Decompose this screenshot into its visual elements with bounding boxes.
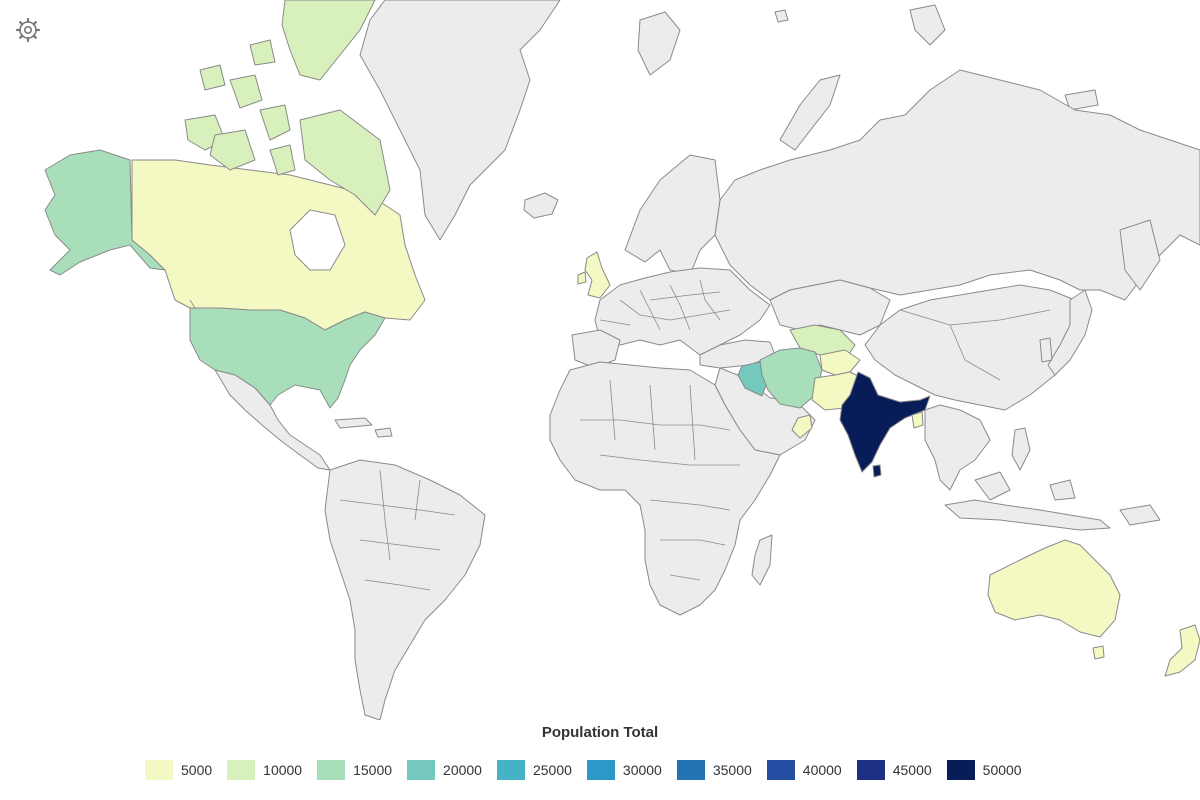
legend-swatch: [766, 760, 795, 780]
legend-swatch: [496, 760, 525, 780]
region-new-zealand[interactable]: [1164, 624, 1200, 677]
legend-item[interactable]: 45000: [856, 760, 932, 780]
region-korea[interactable]: [1039, 337, 1053, 363]
region-japan[interactable]: [1047, 289, 1093, 376]
settings-button[interactable]: [14, 16, 42, 44]
legend-swatch: [856, 760, 885, 780]
region-arctic-island[interactable]: [774, 9, 789, 23]
legend-item[interactable]: 35000: [676, 760, 752, 780]
legend-items: 5000 10000 15000 20000 25000 30000: [145, 760, 1022, 780]
legend-swatch: [317, 760, 346, 780]
region-cuba[interactable]: [334, 417, 373, 429]
region-oman[interactable]: [791, 414, 813, 439]
legend-item[interactable]: 5000: [145, 760, 212, 780]
region-china[interactable]: [864, 284, 1086, 411]
region-arctic-island-ca[interactable]: [249, 39, 276, 66]
legend: Population Total 5000 10000 15000 20000 …: [0, 722, 1200, 792]
region-alaska[interactable]: [44, 149, 166, 276]
region-madagascar[interactable]: [751, 534, 773, 586]
legend-label: 35000: [712, 762, 752, 778]
region-canadian-arctic[interactable]: [281, 0, 376, 81]
region-novaya-zemlya[interactable]: [779, 74, 841, 151]
legend-swatch: [946, 760, 975, 780]
region-mexico[interactable]: [214, 369, 331, 471]
region-iceland[interactable]: [523, 192, 559, 219]
region-greenland[interactable]: [359, 0, 561, 241]
region-svalbard[interactable]: [637, 11, 681, 76]
legend-title: Population Total: [541, 724, 659, 741]
region-united-states[interactable]: [189, 307, 386, 409]
legend-label: 40000: [802, 762, 842, 778]
legend-swatch: [145, 760, 173, 780]
region-arctic-island[interactable]: [1064, 89, 1099, 111]
region-south-america[interactable]: [324, 459, 486, 720]
region-scandinavia[interactable]: [624, 154, 721, 276]
region-australia[interactable]: [987, 539, 1121, 638]
region-arctic-island-ca[interactable]: [199, 64, 226, 91]
region-indonesia[interactable]: [944, 499, 1111, 531]
legend-swatch: [586, 760, 615, 780]
legend-item[interactable]: 10000: [227, 760, 302, 780]
region-arctic-island-ca[interactable]: [259, 104, 291, 141]
region-hudson-bay: [289, 209, 346, 271]
region-new-guinea[interactable]: [1119, 504, 1161, 526]
legend-label: 25000: [532, 762, 572, 778]
legend-swatch: [227, 760, 256, 780]
region-southeast-asia[interactable]: [924, 404, 991, 491]
region-ireland[interactable]: [577, 271, 587, 285]
legend-label: 15000: [353, 762, 393, 778]
legend-label: 50000: [982, 762, 1022, 778]
region-tasmania[interactable]: [1092, 645, 1105, 660]
legend-item[interactable]: 20000: [407, 760, 482, 780]
legend-item[interactable]: 25000: [496, 760, 572, 780]
region-philippines[interactable]: [1011, 427, 1031, 471]
legend-label: 10000: [263, 762, 303, 778]
region-arctic-island-ca[interactable]: [269, 144, 296, 176]
region-sri-lanka[interactable]: [872, 464, 882, 478]
legend-label: 20000: [443, 762, 482, 778]
region-kamchatka[interactable]: [1119, 219, 1161, 291]
region-united-kingdom[interactable]: [584, 251, 611, 299]
region-hispaniola[interactable]: [374, 427, 393, 438]
region-iberia[interactable]: [571, 329, 621, 369]
legend-item[interactable]: 50000: [946, 760, 1022, 780]
legend-item[interactable]: 30000: [586, 760, 662, 780]
region-borneo[interactable]: [974, 471, 1011, 501]
region-afghanistan[interactable]: [819, 349, 861, 376]
legend-label: 5000: [181, 762, 213, 778]
legend-swatch: [407, 760, 436, 780]
gear-icon: [15, 17, 41, 43]
region-africa[interactable]: [549, 361, 781, 616]
region-baffin-island[interactable]: [299, 109, 391, 216]
region-india[interactable]: [839, 371, 931, 473]
region-arctic-island-ca[interactable]: [209, 129, 256, 171]
legend-label: 30000: [622, 762, 662, 778]
region-arctic-island-ca[interactable]: [229, 74, 263, 109]
legend-label: 45000: [892, 762, 932, 778]
region-arctic-island[interactable]: [909, 4, 946, 46]
legend-swatch: [676, 760, 705, 780]
legend-item[interactable]: 15000: [317, 760, 392, 780]
region-bangladesh[interactable]: [911, 411, 924, 429]
region-sulawesi[interactable]: [1049, 479, 1076, 501]
world-map[interactable]: [0, 0, 1200, 720]
legend-item[interactable]: 40000: [766, 760, 842, 780]
